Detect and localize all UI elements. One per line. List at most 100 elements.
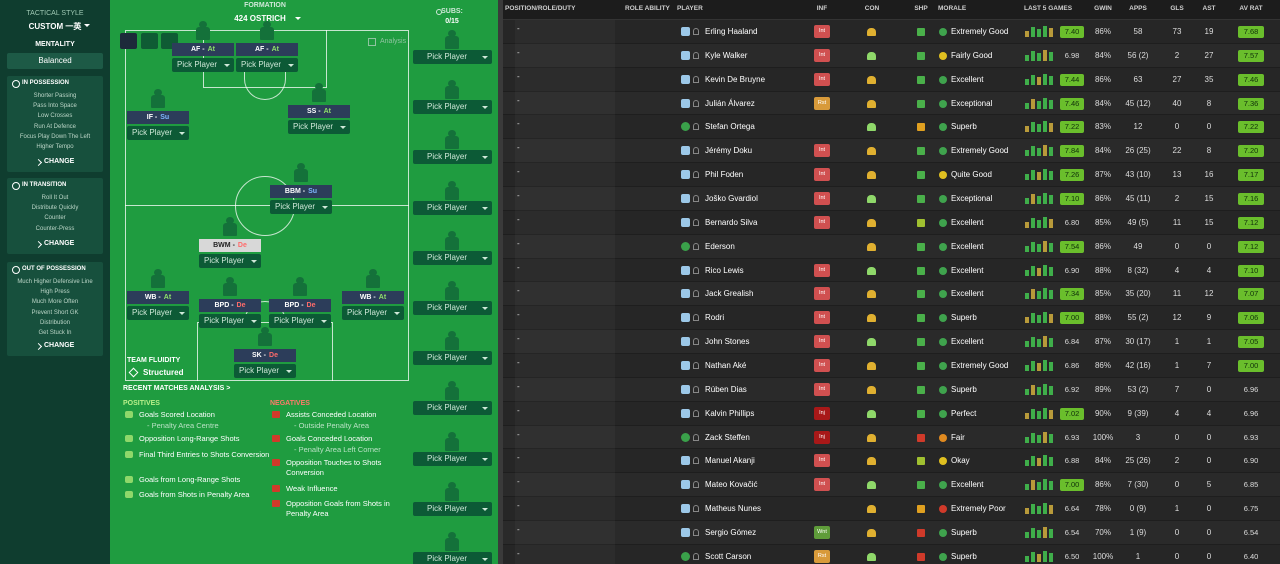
player-name[interactable]: Ederson <box>705 241 735 251</box>
table-row[interactable] <box>503 258 1280 283</box>
column-header[interactable]: ROLE ABILITY <box>625 5 670 12</box>
sub-pick-button[interactable]: Pick Player <box>413 301 492 315</box>
column-header[interactable]: SHP <box>914 5 928 12</box>
sub-pick-button[interactable]: Pick Player <box>413 50 492 64</box>
table-row[interactable] <box>503 497 1280 522</box>
player-name[interactable]: Rico Lewis <box>705 265 744 275</box>
pick-player-button[interactable]: Pick Player <box>270 200 332 214</box>
column-header[interactable]: LAST 5 GAMES <box>1024 5 1073 12</box>
instruction: Focus Play Down The Left <box>19 133 91 140</box>
sub-pick-button[interactable]: Pick Player <box>413 200 492 215</box>
player-name[interactable]: Nathan Aké <box>705 360 747 370</box>
player-name[interactable]: John Stones <box>705 337 750 347</box>
sub-pick-button[interactable]: Pick Player <box>413 552 492 564</box>
player-name[interactable]: Rodri <box>705 313 725 323</box>
player-name[interactable]: Scott Carson <box>705 551 752 561</box>
table-row[interactable] <box>503 67 1280 92</box>
player-name[interactable]: Rúben Dias <box>705 384 747 394</box>
view-toggle[interactable] <box>120 33 137 49</box>
table-row[interactable] <box>503 377 1280 402</box>
pick-player-button[interactable]: Pick Player <box>288 120 350 134</box>
table-row[interactable] <box>503 163 1280 188</box>
sub-pick-button[interactable]: Pick Player <box>413 401 492 416</box>
dropdown-arrow <box>251 320 257 323</box>
pick-player-button[interactable]: Pick Player <box>342 306 404 320</box>
column-header[interactable]: INF <box>816 5 828 12</box>
position: - <box>517 310 520 320</box>
player-name[interactable]: Bernardo Silva <box>705 217 758 227</box>
table-row[interactable] <box>503 282 1280 307</box>
sub-pick-button[interactable]: Pick Player <box>413 150 492 165</box>
column-header[interactable]: POSITION/ROLE/DUTY <box>505 5 576 12</box>
column-header[interactable]: AST <box>1202 5 1216 12</box>
pick-player-button[interactable]: Pick Player <box>127 306 189 320</box>
form-bar <box>1025 54 1029 61</box>
player-name[interactable]: Zack Steffen <box>705 432 750 442</box>
player-name[interactable]: Erling Haaland <box>705 26 758 36</box>
player-name[interactable]: Mateo Kovačić <box>705 480 758 490</box>
player-name[interactable]: Sergio Gómez <box>705 527 757 537</box>
player-name[interactable]: Jérémy Doku <box>705 146 753 156</box>
table-row[interactable] <box>503 330 1280 355</box>
analysis-item: Goals from Long-Range Shots <box>139 475 241 484</box>
table-row[interactable] <box>503 306 1280 331</box>
player-name[interactable]: Matheus Nunes <box>705 504 762 514</box>
player-name[interactable]: Kalvin Phillips <box>705 408 755 418</box>
player-name[interactable]: Kyle Walker <box>705 50 748 60</box>
table-row[interactable] <box>503 210 1280 235</box>
stat-ast: 0 <box>1206 122 1212 132</box>
column-header[interactable]: CON <box>864 5 880 12</box>
sub-pick-button[interactable]: Pick Player <box>413 100 492 115</box>
pick-player-button[interactable]: Pick Player <box>234 364 296 378</box>
position: - <box>517 524 520 534</box>
column-header[interactable]: MORALE <box>938 5 967 12</box>
column-header[interactable]: AV RAT <box>1239 5 1263 12</box>
pick-player-button[interactable]: Pick Player <box>269 314 331 328</box>
position-cell <box>515 330 615 354</box>
player-name[interactable]: Jack Grealish <box>705 289 754 299</box>
table-row[interactable] <box>503 187 1280 211</box>
table-row[interactable] <box>503 115 1280 140</box>
player-name[interactable]: Manuel Akanji <box>705 456 755 466</box>
sub-pick-button[interactable]: Pick Player <box>413 501 492 516</box>
analysis-checkbox[interactable] <box>368 38 376 46</box>
pick-player-button[interactable]: Pick Player <box>199 254 261 268</box>
player-name[interactable]: Phil Foden <box>705 170 744 180</box>
mentality-select[interactable] <box>7 53 103 69</box>
player-name[interactable]: Stefan Ortega <box>705 122 755 132</box>
player-name[interactable]: Julián Álvarez <box>705 98 755 108</box>
table-row[interactable] <box>503 91 1280 116</box>
form-bar <box>1037 482 1041 491</box>
sub-pick-button[interactable]: Pick Player <box>413 250 492 265</box>
sub-pick-button[interactable]: Pick Player <box>413 451 492 466</box>
table-row[interactable] <box>503 139 1280 164</box>
player-name[interactable]: Kevin De Bruyne <box>705 74 766 84</box>
column-header[interactable]: APPS <box>1129 5 1147 12</box>
table-row[interactable] <box>503 425 1280 450</box>
morale-icon <box>939 75 947 84</box>
table-row[interactable] <box>503 234 1280 259</box>
sub-pick-button[interactable]: Pick Player <box>413 351 492 366</box>
table-row[interactable] <box>503 473 1280 498</box>
table-row[interactable] <box>503 354 1280 378</box>
pick-player-button[interactable]: Pick Player <box>199 314 261 328</box>
column-header[interactable]: PLAYER <box>677 5 703 12</box>
pick-player-button[interactable]: Pick Player <box>172 58 234 72</box>
pick-player-button[interactable]: Pick Player <box>127 126 189 140</box>
column-header[interactable]: GWIN <box>1094 5 1112 12</box>
table-row[interactable] <box>503 521 1280 545</box>
table-row[interactable] <box>503 43 1280 68</box>
table-row[interactable] <box>503 401 1280 426</box>
analysis-detail: - Penalty Area Left Corner <box>294 445 381 454</box>
column-header[interactable]: GLS <box>1170 5 1184 12</box>
view-toggle[interactable] <box>141 33 158 49</box>
pick-player-button[interactable]: Pick Player <box>236 58 298 72</box>
player-name[interactable]: Joško Gvardiol <box>705 193 758 203</box>
formation: 424 OSTRICH <box>234 14 286 23</box>
form-bar <box>1025 412 1029 419</box>
position: - <box>517 477 520 487</box>
form-bar <box>1037 267 1041 276</box>
table-row[interactable] <box>503 449 1280 474</box>
table-row[interactable] <box>503 20 1280 44</box>
player-shirt <box>260 27 274 40</box>
